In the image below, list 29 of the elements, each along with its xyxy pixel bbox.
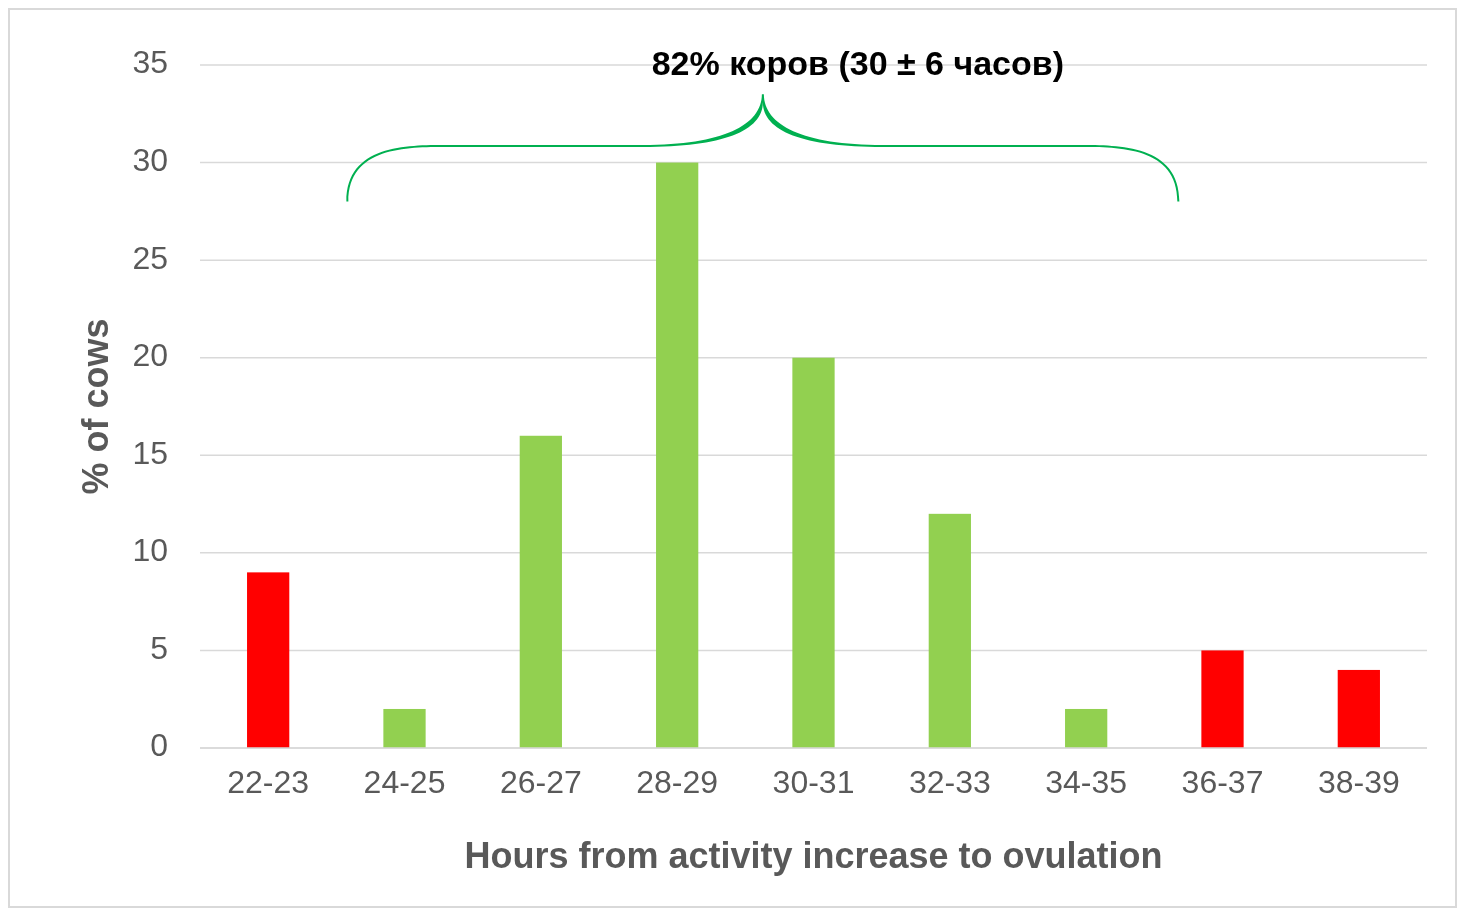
chart-title: 82% коров (30 ± 6 часов)	[651, 44, 1065, 82]
bar	[383, 708, 426, 748]
y-tick-label: 25	[132, 239, 168, 276]
y-tick-label: 5	[150, 629, 168, 666]
x-tick-label: 30-31	[772, 764, 855, 800]
bar	[1337, 669, 1380, 748]
y-tick-label: 30	[132, 142, 168, 179]
bar	[247, 572, 290, 748]
bar	[792, 357, 835, 748]
bar	[928, 513, 971, 748]
x-tick-label: 28-29	[636, 764, 719, 800]
x-tick-label: 26-27	[499, 764, 582, 800]
bar	[1065, 708, 1108, 748]
bar	[1201, 650, 1244, 748]
x-tick-label: 24-25	[363, 764, 446, 800]
x-tick-label: 36-37	[1181, 764, 1264, 800]
y-tick-label: 15	[132, 434, 168, 471]
x-tick-label: 22-23	[227, 764, 310, 800]
y-tick-label: 10	[132, 532, 168, 569]
y-tick-label: 35	[132, 44, 168, 81]
x-tick-label: 38-39	[1317, 764, 1400, 800]
y-tick-label: 0	[150, 727, 168, 764]
bar	[656, 162, 699, 748]
x-tick-label: 32-33	[908, 764, 991, 800]
x-axis-title: Hours from activity increase to ovulation	[464, 835, 1163, 876]
x-tick-label: 34-35	[1045, 764, 1128, 800]
y-axis-title: % of cows	[75, 318, 116, 495]
y-tick-label: 20	[132, 337, 168, 374]
bar	[519, 435, 562, 748]
